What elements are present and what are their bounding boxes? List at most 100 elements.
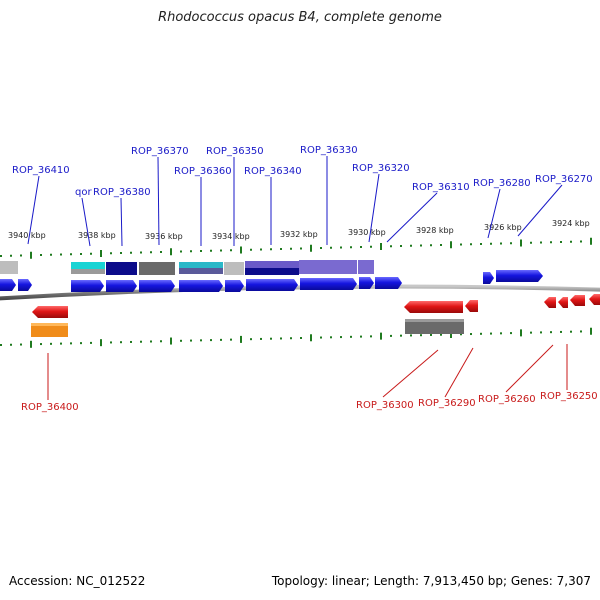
gene-block: [245, 261, 299, 269]
leader-line: [368, 173, 380, 243]
gene-label-rop-36340[interactable]: ROP_36340: [244, 166, 302, 177]
ruler-tick: [40, 343, 42, 346]
ruler-tick: [580, 330, 582, 333]
gene-label-qor[interactable]: qor: [75, 187, 92, 198]
ruler-tick: [410, 334, 412, 337]
gene-block: [179, 262, 223, 268]
ruler-label: 3934 kbp: [212, 232, 250, 241]
gene-label-rop-36280[interactable]: ROP_36280: [473, 178, 531, 189]
forward-label-leaders: [27, 156, 563, 247]
ruler-ticks-forward: [0, 237, 592, 259]
ruler-tick: [180, 250, 182, 253]
ruler-tick: [30, 251, 32, 259]
gene-label-rop-36260[interactable]: ROP_36260: [478, 394, 536, 405]
ruler-tick: [240, 335, 242, 343]
ruler-tick: [320, 336, 322, 339]
gene-label-rop-36310[interactable]: ROP_36310: [412, 182, 470, 193]
ruler-tick: [300, 247, 302, 250]
ruler-tick: [140, 340, 142, 343]
ruler-tick: [420, 334, 422, 337]
ruler-tick: [110, 341, 112, 344]
gene-label-rop-36290[interactable]: ROP_36290: [418, 398, 476, 409]
ruler-tick: [150, 251, 152, 254]
ruler-tick: [240, 246, 242, 254]
ruler-tick: [410, 244, 412, 247]
ruler-tick: [40, 254, 42, 256]
ruler-tick: [120, 341, 122, 344]
gene-arrow-forward: [18, 279, 32, 291]
gene-arrow-forward: [483, 272, 494, 284]
gene-label-rop-36300[interactable]: ROP_36300: [356, 400, 414, 411]
ruler-tick: [550, 241, 552, 244]
reverse-genes: [32, 294, 600, 318]
ruler-tick: [430, 244, 432, 247]
gene-block: [179, 268, 223, 274]
gene-label-rop-36330[interactable]: ROP_36330: [300, 145, 358, 156]
ruler-tick: [340, 336, 342, 339]
ruler-tick: [170, 248, 172, 256]
ruler-tick: [150, 340, 152, 343]
gene-arrow-forward: [139, 280, 175, 292]
ruler-tick: [420, 244, 422, 247]
ruler-tick: [310, 244, 312, 252]
ruler-tick: [290, 337, 292, 340]
gene-label-rop-36320[interactable]: ROP_36320: [352, 163, 410, 174]
gene-label-rop-36400[interactable]: ROP_36400: [21, 402, 79, 413]
ruler-tick: [270, 248, 272, 251]
gene-arrow-forward: [300, 278, 357, 290]
forward-gene-blocks: [0, 260, 374, 275]
ruler-tick: [250, 248, 252, 251]
ruler-tick: [10, 254, 12, 257]
ruler-tick: [140, 251, 142, 254]
ruler-tick: [250, 338, 252, 341]
ruler-tick: [220, 338, 222, 341]
ruler-tick: [390, 245, 392, 248]
ruler-label: 3940 kbp: [8, 231, 46, 240]
gene-block: [31, 323, 68, 337]
ruler-tick: [440, 333, 442, 336]
leader-line: [382, 349, 439, 398]
accession-text: Accession: NC_012522: [9, 574, 146, 588]
gene-label-rop-36250[interactable]: ROP_36250: [540, 391, 598, 402]
leader-line: [27, 175, 40, 245]
gene-label-rop-36380[interactable]: ROP_36380: [93, 187, 151, 198]
ruler-tick: [100, 250, 102, 257]
ruler-tick: [500, 332, 502, 335]
ruler-tick: [380, 243, 382, 250]
ruler-tick: [530, 331, 532, 334]
ruler-tick: [60, 342, 62, 345]
gene-label-rop-36360[interactable]: ROP_36360: [174, 166, 232, 177]
ruler-tick: [350, 246, 352, 249]
ruler-tick: [340, 246, 342, 249]
gene-arrow-reverse: [465, 300, 478, 312]
ruler-tick: [510, 332, 512, 335]
ruler-tick: [560, 241, 562, 243]
gene-label-rop-36270[interactable]: ROP_36270: [535, 174, 593, 185]
gene-label-rop-36370[interactable]: ROP_36370: [131, 146, 189, 157]
gene-label-rop-36350[interactable]: ROP_36350: [206, 146, 264, 157]
ruler-tick: [20, 343, 22, 346]
gene-arrow-reverse: [589, 294, 600, 305]
ruler-tick: [70, 342, 72, 345]
ruler-tick: [490, 242, 492, 245]
ruler-tick: [540, 331, 542, 334]
ruler-tick: [330, 336, 332, 339]
ruler-label: 3938 kbp: [78, 231, 116, 240]
ruler-tick: [500, 242, 502, 245]
gene-label-rop-36410[interactable]: ROP_36410: [12, 165, 70, 176]
ruler-tick: [430, 333, 432, 336]
ruler-tick: [160, 251, 162, 253]
forward-gene-labels: ROP_36410 qor ROP_36380 ROP_36370 ROP_36…: [12, 145, 593, 198]
ruler-tick: [480, 332, 482, 335]
ruler-tick: [130, 340, 132, 343]
ruler-tick: [260, 337, 262, 340]
ruler-tick: [210, 339, 212, 342]
ruler-tick: [280, 337, 282, 340]
gene-block: [106, 262, 137, 275]
ruler-tick: [30, 340, 32, 348]
ruler-tick: [590, 237, 592, 245]
ruler-tick: [10, 343, 12, 346]
ruler-tick: [130, 251, 132, 254]
